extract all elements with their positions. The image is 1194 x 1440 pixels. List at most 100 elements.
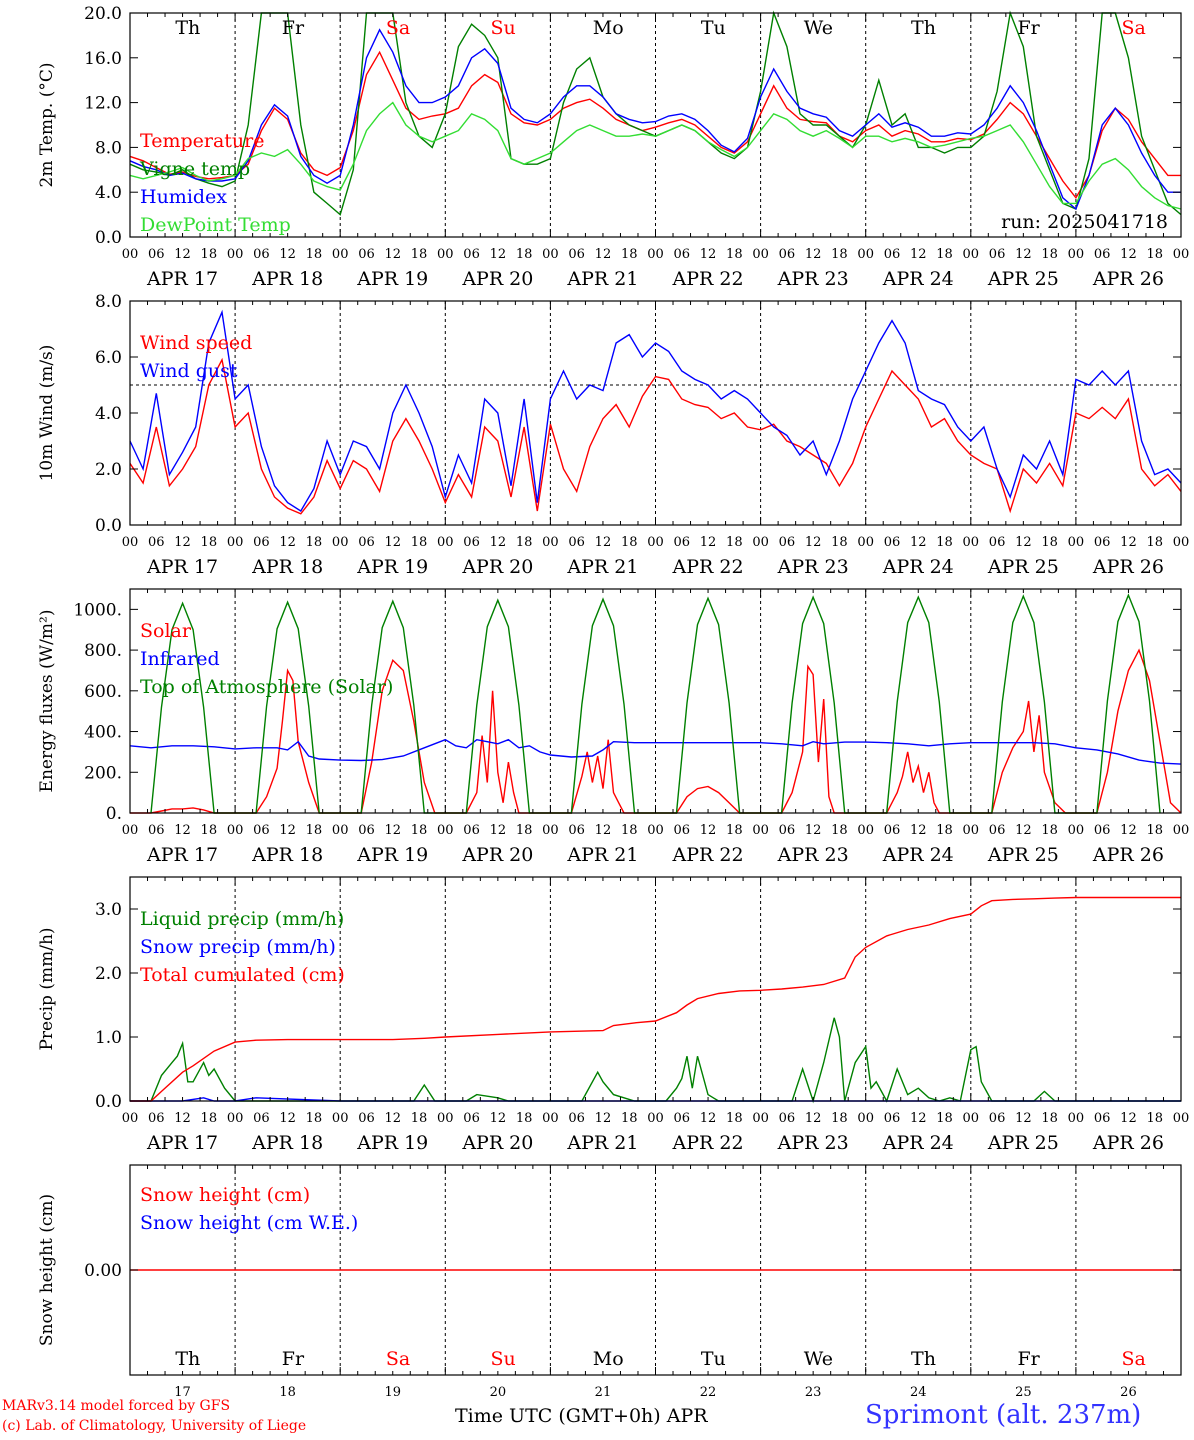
date-label: APR 19 (356, 556, 428, 578)
hour-label: 18 (831, 247, 848, 262)
y-tick-label: 1.0 (95, 1028, 122, 1048)
weekday-label: Tu (701, 1348, 726, 1370)
hour-label: 12 (700, 247, 717, 262)
y-tick-label: 0. (106, 804, 122, 824)
y-axis-label: Precip (mm/h) (37, 927, 57, 1050)
y-tick-label: 0.00 (84, 1261, 122, 1281)
hour-label: 18 (306, 823, 323, 838)
hour-label: 18 (936, 1111, 953, 1126)
y-axis-label: Energy fluxes (W/m²) (37, 610, 57, 793)
hour-label: 18 (201, 535, 218, 550)
date-label: APR 17 (146, 268, 218, 290)
day-number-label: 20 (490, 1385, 507, 1400)
weekday-label: We (804, 17, 833, 39)
hour-label: 00 (1068, 1111, 1085, 1126)
hour-label: 18 (411, 1111, 428, 1126)
hour-label: 18 (621, 247, 638, 262)
hour-label: 00 (1068, 535, 1085, 550)
day-number-label: 24 (910, 1385, 927, 1400)
legend-entry: Infrared (140, 648, 220, 670)
station-name: Sprimont (alt. 237m) (865, 1400, 1142, 1430)
y-tick-label: 2.0 (95, 460, 122, 480)
hour-label: 00 (647, 1111, 664, 1126)
legend-entry: Wind speed (140, 332, 252, 354)
y-tick-label: 3.0 (95, 900, 122, 920)
hour-label: 00 (963, 823, 980, 838)
weekday-label: Mo (593, 1348, 624, 1370)
hour-label: 12 (910, 247, 927, 262)
hour-label: 18 (1041, 535, 1058, 550)
hour-label: 12 (384, 823, 401, 838)
weekday-label: Sa (386, 1348, 410, 1370)
hour-label: 00 (647, 823, 664, 838)
series-liquid-precip-mm-h- (130, 1017, 1181, 1104)
y-tick-label: 2.0 (95, 964, 122, 984)
y-tick-label: 0.0 (95, 1092, 122, 1112)
hour-label: 12 (279, 247, 296, 262)
legend-entry: Wind gust (140, 360, 238, 382)
hour-label: 18 (1146, 1111, 1163, 1126)
hour-label: 06 (253, 247, 270, 262)
hour-label: 18 (306, 1111, 323, 1126)
hour-label: 06 (463, 823, 480, 838)
legend-entry: Vigne temp (139, 158, 250, 180)
hour-label: 12 (174, 823, 191, 838)
hour-label: 00 (1068, 247, 1085, 262)
hour-label: 06 (463, 535, 480, 550)
hour-label: 12 (910, 1111, 927, 1126)
hour-label: 00 (122, 823, 139, 838)
hour-label: 12 (174, 247, 191, 262)
day-number-label: 19 (384, 1385, 401, 1400)
date-label: APR 17 (146, 844, 218, 866)
legend-entry: Snow height (cm W.E.) (140, 1212, 358, 1234)
weekday-label: Su (490, 17, 515, 39)
weekday-label: Fr (1017, 17, 1040, 39)
hour-label: 12 (490, 247, 507, 262)
date-label: APR 23 (777, 268, 849, 290)
hour-label: 18 (516, 247, 533, 262)
date-label: APR 26 (1092, 556, 1164, 578)
hour-label: 18 (306, 247, 323, 262)
hour-label: 12 (910, 823, 927, 838)
hour-label: 18 (1041, 1111, 1058, 1126)
date-label: APR 25 (987, 268, 1059, 290)
weekday-label: Fr (282, 17, 305, 39)
date-label: APR 23 (777, 556, 849, 578)
plot-frame (129, 300, 1182, 526)
hour-label: 00 (122, 1111, 139, 1126)
date-label: APR 22 (672, 844, 744, 866)
legend-entry: Temperature (140, 130, 264, 152)
hour-label: 12 (805, 823, 822, 838)
legend-entry: Snow height (cm) (140, 1184, 310, 1206)
hour-label: 00 (963, 247, 980, 262)
hour-label: 06 (884, 1111, 901, 1126)
hour-label: 18 (201, 823, 218, 838)
hour-label: 06 (568, 535, 585, 550)
weekday-label: Sa (386, 17, 410, 39)
hour-label: 06 (463, 1111, 480, 1126)
y-tick-label: 6.0 (95, 348, 122, 368)
hour-label: 06 (463, 247, 480, 262)
hour-label: 00 (752, 1111, 769, 1126)
date-label: APR 26 (1092, 844, 1164, 866)
hour-label: 00 (122, 247, 139, 262)
hour-label: 06 (779, 1111, 796, 1126)
hour-label: 06 (884, 823, 901, 838)
hour-label: 06 (148, 823, 165, 838)
hour-label: 06 (148, 1111, 165, 1126)
date-label: APR 20 (461, 844, 533, 866)
date-label: APR 17 (146, 556, 218, 578)
hour-label: 18 (516, 823, 533, 838)
date-label: APR 26 (1092, 1132, 1164, 1154)
day-number-label: 23 (805, 1385, 822, 1400)
hour-label: 12 (384, 247, 401, 262)
hour-label: 12 (1120, 823, 1137, 838)
hour-label: 12 (174, 535, 191, 550)
hour-label: 12 (384, 535, 401, 550)
y-axis-label: Snow height (cm) (37, 1194, 57, 1346)
y-tick-label: 4.0 (95, 404, 122, 424)
hour-label: 00 (857, 1111, 874, 1126)
date-label: APR 24 (882, 556, 954, 578)
y-tick-label: 4.0 (95, 183, 122, 203)
hour-label: 18 (1146, 823, 1163, 838)
